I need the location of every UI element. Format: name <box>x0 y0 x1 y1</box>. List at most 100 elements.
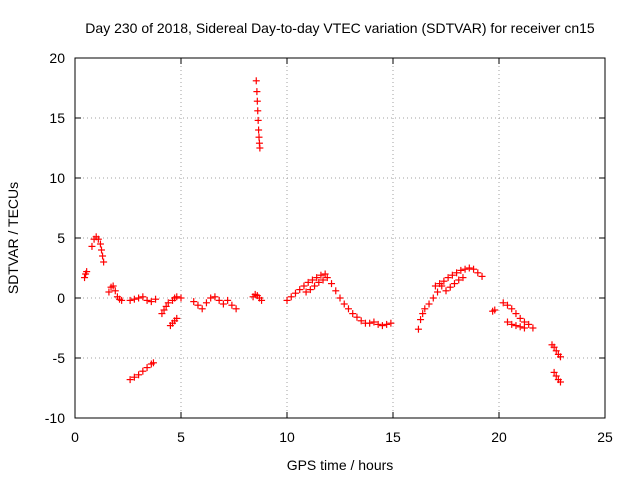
x-tick-label: 15 <box>385 429 401 445</box>
data-point <box>317 271 325 279</box>
data-point <box>508 320 516 328</box>
data-point <box>219 300 227 308</box>
data-point <box>442 287 450 295</box>
data-point <box>450 280 458 288</box>
data-point <box>88 242 96 250</box>
data-point <box>253 88 261 96</box>
data-point <box>313 274 321 282</box>
data-point <box>516 323 524 331</box>
data-point <box>503 301 511 309</box>
data-point <box>143 364 151 372</box>
x-tick-label: 0 <box>71 429 79 445</box>
data-point <box>304 278 312 286</box>
data-point <box>306 286 314 294</box>
data-point <box>143 296 151 304</box>
data-point <box>302 288 310 296</box>
data-point <box>499 299 507 307</box>
data-point <box>478 272 486 280</box>
data-point <box>173 293 181 301</box>
data-point <box>126 376 134 384</box>
data-point <box>374 320 382 328</box>
data-point <box>256 144 264 152</box>
y-axis-label: SDTVAR / TECUs <box>5 182 21 294</box>
data-point <box>434 288 442 296</box>
data-point <box>130 373 138 381</box>
x-tick-label: 10 <box>279 429 295 445</box>
data-point <box>520 318 528 326</box>
data-point <box>81 274 89 282</box>
data-point <box>173 314 181 322</box>
data-point <box>160 306 168 314</box>
data-point <box>470 265 478 273</box>
data-point <box>328 280 336 288</box>
data-point <box>98 246 105 254</box>
data-point <box>111 287 119 295</box>
data-point <box>525 320 533 328</box>
y-tick-label: 5 <box>57 230 65 246</box>
data-point <box>83 268 91 276</box>
data-point <box>296 286 304 294</box>
data-point <box>512 310 520 318</box>
data-point <box>96 240 104 248</box>
data-point <box>383 320 391 328</box>
data-point <box>215 296 223 304</box>
data-point <box>149 359 157 367</box>
data-point <box>552 347 560 355</box>
data-point <box>446 283 454 291</box>
data-point <box>109 282 117 290</box>
data-point <box>556 353 564 361</box>
data-point <box>162 302 170 310</box>
data-point <box>291 289 299 297</box>
data-point <box>190 298 198 306</box>
data-point <box>491 306 499 314</box>
data-point <box>315 278 323 286</box>
data-point <box>353 313 361 321</box>
data-point <box>556 378 564 386</box>
data-point <box>94 235 102 243</box>
data-point <box>440 277 448 285</box>
data-point <box>453 269 461 277</box>
y-tick-label: 20 <box>49 50 65 66</box>
x-axis-label: GPS time / hours <box>287 457 394 473</box>
data-point <box>529 324 537 332</box>
data-point <box>323 274 331 282</box>
data-point <box>126 296 134 304</box>
data-point <box>448 271 456 279</box>
data-point <box>255 126 263 134</box>
data-point <box>429 294 437 302</box>
data-point <box>414 325 422 333</box>
y-tick-label: 0 <box>57 290 65 306</box>
data-point <box>135 371 143 379</box>
data-point <box>135 294 143 302</box>
data-point <box>387 319 395 327</box>
data-point <box>202 299 210 307</box>
data-point <box>194 301 202 309</box>
data-point <box>232 305 240 313</box>
data-point <box>321 270 329 278</box>
data-point <box>508 305 516 313</box>
data-point <box>283 296 291 304</box>
data-point <box>552 372 560 380</box>
data-point <box>139 293 147 301</box>
data-point <box>349 310 357 318</box>
data-point <box>417 316 425 324</box>
data-point <box>512 322 520 330</box>
data-point <box>130 295 138 303</box>
x-tick-label: 25 <box>597 429 613 445</box>
data-point <box>461 265 469 273</box>
data-point <box>311 282 319 290</box>
data-point <box>177 294 185 302</box>
data-point <box>118 296 126 304</box>
data-point <box>332 287 340 295</box>
data-point <box>254 107 262 115</box>
data-point <box>465 264 473 272</box>
data-point <box>308 276 316 284</box>
data-point <box>357 317 365 325</box>
data-point <box>344 305 352 313</box>
data-point <box>436 280 444 288</box>
data-point <box>444 274 452 282</box>
data-point <box>431 282 439 290</box>
data-point <box>370 318 378 326</box>
data-point <box>254 116 262 124</box>
